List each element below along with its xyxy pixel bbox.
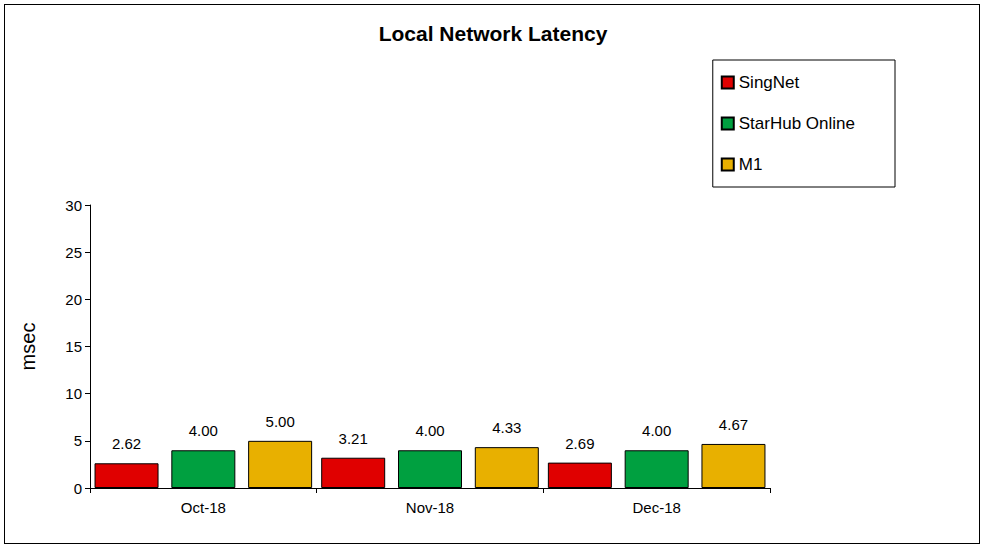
svg-text:2.69: 2.69 [565, 435, 594, 452]
svg-text:Dec-18: Dec-18 [632, 499, 680, 516]
svg-text:4.00: 4.00 [642, 422, 671, 439]
svg-text:SingNet: SingNet [739, 73, 800, 92]
svg-text:Local Network Latency: Local Network Latency [379, 22, 608, 45]
svg-text:msec: msec [17, 323, 39, 371]
svg-text:30: 30 [65, 197, 82, 214]
svg-text:25: 25 [65, 244, 82, 261]
svg-text:15: 15 [65, 338, 82, 355]
svg-text:5.00: 5.00 [266, 413, 295, 430]
svg-text:20: 20 [65, 291, 82, 308]
svg-text:4.00: 4.00 [189, 422, 218, 439]
svg-text:StarHub Online: StarHub Online [739, 114, 855, 133]
svg-text:0: 0 [74, 480, 82, 497]
svg-text:4.00: 4.00 [415, 422, 444, 439]
svg-text:M1: M1 [739, 155, 763, 174]
svg-text:10: 10 [65, 385, 82, 402]
svg-text:Oct-18: Oct-18 [181, 499, 226, 516]
svg-text:4.33: 4.33 [492, 419, 521, 436]
svg-text:Nov-18: Nov-18 [406, 499, 454, 516]
svg-text:5: 5 [74, 432, 82, 449]
svg-text:4.67: 4.67 [719, 416, 748, 433]
svg-text:3.21: 3.21 [339, 430, 368, 447]
svg-text:2.62: 2.62 [112, 435, 141, 452]
